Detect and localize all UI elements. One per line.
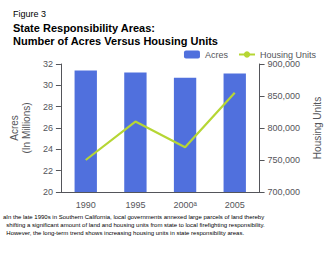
svg-text:750,000: 750,000	[268, 155, 301, 165]
svg-text:Housing Units: Housing Units	[260, 50, 317, 60]
svg-text:700,000: 700,000	[268, 187, 301, 197]
svg-text:22: 22	[43, 166, 53, 176]
svg-text:(In Millions): (In Millions)	[21, 102, 32, 153]
svg-text:24: 24	[43, 144, 53, 154]
svg-text:900,000: 900,000	[268, 59, 301, 69]
svg-text:30: 30	[43, 80, 53, 90]
svg-text:shifting a significant amount: shifting a significant amount of land an…	[3, 222, 265, 228]
svg-text:Acres: Acres	[9, 115, 20, 141]
svg-text:However, the long-term trend s: However, the long-term trend shows incre…	[3, 230, 244, 236]
svg-text:1990: 1990	[76, 200, 96, 210]
svg-text:Figure 3: Figure 3	[13, 9, 46, 19]
svg-text:1995: 1995	[125, 200, 145, 210]
svg-text:26: 26	[43, 123, 53, 133]
svg-text:aIn the late 1990s in Southern: aIn the late 1990s in Southern Californi…	[3, 214, 264, 220]
svg-text:Housing Units: Housing Units	[312, 97, 323, 159]
svg-text:2005: 2005	[225, 200, 245, 210]
svg-text:Number of Acres Versus Housing: Number of Acres Versus Housing Units	[13, 35, 218, 47]
svg-text:28: 28	[43, 102, 53, 112]
svg-text:State Responsibility Areas:: State Responsibility Areas:	[13, 22, 155, 34]
svg-text:800,000: 800,000	[268, 123, 301, 133]
svg-text:850,000: 850,000	[268, 91, 301, 101]
svg-text:20: 20	[43, 187, 53, 197]
svg-text:Acres: Acres	[205, 50, 229, 60]
svg-text:32: 32	[43, 59, 53, 69]
svg-text:2000ᵃ: 2000ᵃ	[173, 200, 197, 210]
